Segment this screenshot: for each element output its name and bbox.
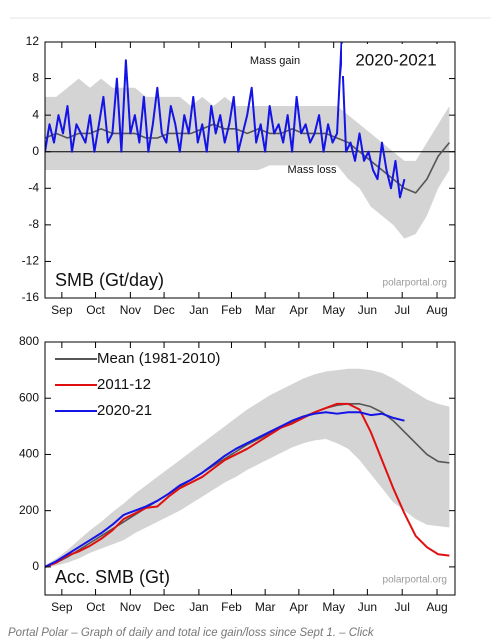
x-tick-label: Apr [290,600,309,614]
x-tick-label: Nov [120,600,141,614]
y-tick-label: 4 [32,107,39,121]
x-tick-label: Aug [426,303,447,317]
x-tick-label: Nov [120,303,141,317]
series-line [45,411,405,568]
x-tick-label: Feb [221,600,242,614]
chart-title: 2020-2021 [355,50,436,69]
source: polarportal.org [383,575,447,586]
y-tick-label: 800 [19,334,39,348]
x-tick-label: Sep [51,303,73,317]
x-tick-label: Mar [255,303,276,317]
x-tick-label: Feb [221,303,242,317]
plot-area [45,368,450,569]
y-tick-label: -8 [28,217,39,231]
y-tick-label: -16 [22,290,40,304]
y-label: SMB (Gt/day) [55,270,164,290]
plot-frame [44,341,456,596]
plot-frame [44,41,456,299]
x-tick-label: Mar [255,600,276,614]
x-tick-label: Oct [86,600,105,614]
x-tick-label: May [322,303,345,317]
annotation: Mass gain [250,55,300,67]
y-tick-label: 400 [19,447,39,461]
x-tick-label: Oct [86,303,105,317]
legend-label: 2011-12 [97,376,151,393]
y-tick-label: 0 [32,144,39,158]
x-tick-label: Dec [153,303,174,317]
y-tick-label: 8 [32,71,39,85]
x-tick-label: Dec [153,600,174,614]
y-tick-label: 200 [19,503,39,517]
range-band [45,368,450,569]
x-tick-label: Jan [189,600,208,614]
y-tick-label: -12 [22,254,40,268]
series-line [45,402,450,568]
y-tick-label: 12 [26,34,40,48]
x-tick-label: Jun [358,600,377,614]
x-tick-label: Jun [358,303,377,317]
source: polarportal.org [383,278,447,289]
x-tick-label: Jul [395,600,410,614]
legend-label: Mean (1981-2010) [97,350,220,367]
y-label: Acc. SMB (Gt) [55,567,170,587]
y-tick-label: 0 [32,559,39,573]
x-tick-label: Jul [395,303,410,317]
x-tick-label: May [322,600,345,614]
x-tick-label: Jan [189,303,208,317]
title-box [342,44,450,76]
y-tick-label: -4 [28,180,39,194]
y-tick-label: 600 [19,390,39,404]
annotation: Mass loss [288,164,337,176]
legend-label: 2020-21 [97,402,152,419]
x-tick-label: Sep [51,600,73,614]
x-tick-label: Aug [426,600,447,614]
caption: Portal Polar – Graph of daily and total … [8,627,375,639]
x-tick-label: Apr [290,303,309,317]
series-line [45,42,406,199]
plot-area [45,42,455,239]
